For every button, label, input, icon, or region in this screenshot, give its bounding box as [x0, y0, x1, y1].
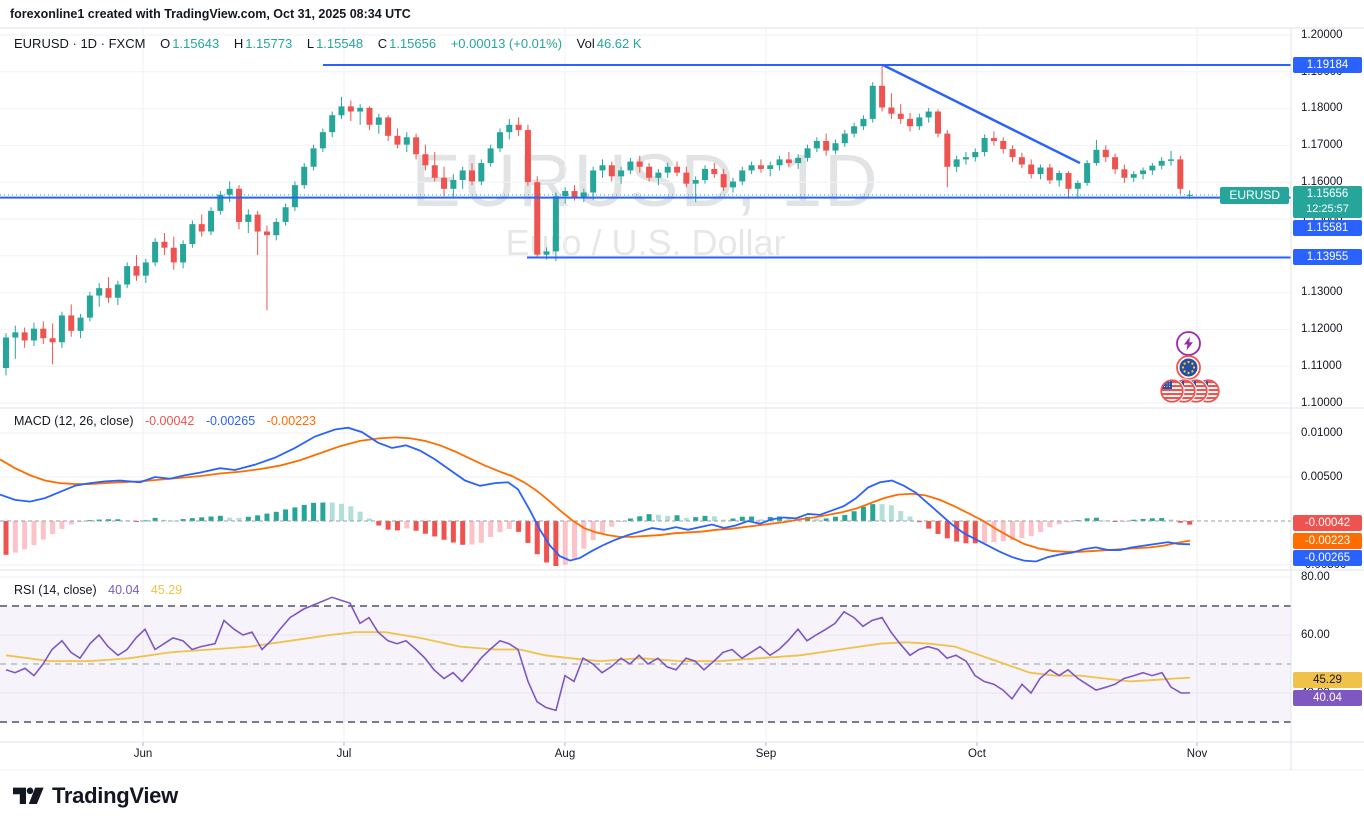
last-price-badge: 1.15656 12:25:57 — [1293, 186, 1362, 218]
rsi-value-badge: 40.04 — [1293, 690, 1362, 706]
low-value: 1.15548 — [316, 36, 364, 51]
macd-signal-value: -0.00223 — [266, 414, 317, 428]
low-label: L — [306, 36, 315, 51]
bar-countdown: 12:25:57 — [1306, 203, 1349, 215]
eu-flag-event-icon[interactable] — [1175, 354, 1202, 386]
axis-label: 1.18000 — [1301, 102, 1343, 114]
volume-value: 46.62 K — [596, 36, 642, 51]
month-label: Aug — [554, 748, 576, 760]
attribution-text: forexonline1 created with TradingView.co… — [10, 7, 411, 21]
support-near-price-badge: 1.15581 — [1293, 220, 1362, 236]
tradingview-logo-text: TradingView — [52, 783, 178, 808]
support-far-price-badge: 1.13955 — [1293, 249, 1362, 265]
axis-label: 1.16000 — [1301, 176, 1343, 188]
macd-line-value: -0.00265 — [205, 414, 256, 428]
axis-label: 60.00 — [1301, 629, 1330, 641]
open-label: O — [160, 36, 171, 51]
close-value: 1.15656 — [389, 36, 437, 51]
axis-label: 1.13000 — [1301, 286, 1343, 298]
month-label: Jun — [133, 748, 153, 760]
rsi-ma-value: 45.29 — [150, 583, 183, 597]
axis-label: 1.12000 — [1301, 323, 1343, 335]
symbol-legend: EURUSD · 1D · FXCM O 1.15643 H 1.15773 L 1.… — [14, 36, 644, 51]
resistance-price-badge: 1.19184 — [1293, 57, 1362, 73]
axis-label: 1.11000 — [1301, 360, 1342, 372]
open-value: 1.15643 — [172, 36, 220, 51]
rsi-title: RSI (14, close) — [14, 583, 97, 597]
high-value: 1.15773 — [245, 36, 293, 51]
us-flags-event-group-icon[interactable] — [1159, 377, 1221, 410]
price-line-symbol-tag: EURUSD — [1220, 187, 1289, 204]
axis-label: 1.17000 — [1301, 139, 1343, 151]
tradingview-logo[interactable]: TradingView — [13, 783, 178, 809]
macd-hist-badge: -0.00042 — [1293, 515, 1362, 531]
axis-label: 1.20000 — [1301, 29, 1343, 41]
month-label: Sep — [755, 748, 777, 760]
macd-signal-badge: -0.00223 — [1293, 533, 1362, 549]
macd-legend: MACD (12, 26, close) -0.00042 -0.00265 -… — [14, 414, 316, 428]
macd-hist-value: -0.00042 — [144, 414, 195, 428]
month-label: Nov — [1186, 748, 1208, 760]
lightning-economic-event-icon[interactable] — [1175, 330, 1202, 362]
change-value: +0.00013 (+0.01%) — [450, 36, 563, 51]
high-label: H — [233, 36, 244, 51]
axis-label: 80.00 — [1301, 571, 1330, 583]
macd-title: MACD (12, 26, close) — [14, 414, 134, 428]
rsi-ma-badge: 45.29 — [1293, 672, 1362, 688]
axis-label: 0.00500 — [1301, 471, 1343, 483]
month-label: Jul — [336, 748, 352, 760]
close-label: C — [377, 36, 388, 51]
tradingview-logo-icon — [13, 787, 44, 804]
symbol-title: EURUSD · 1D · FXCM — [14, 36, 146, 51]
rsi-legend: RSI (14, close) 40.04 45.29 — [14, 583, 182, 597]
last-price-value: 1.15656 — [1306, 188, 1349, 200]
rsi-value: 40.04 — [108, 583, 140, 597]
macd-line-badge: -0.00265 — [1293, 550, 1362, 566]
volume-label: Vol — [576, 36, 595, 51]
axis-label: 0.01000 — [1301, 427, 1343, 439]
axis-label: 1.10000 — [1301, 397, 1343, 409]
month-label: Oct — [968, 748, 986, 760]
